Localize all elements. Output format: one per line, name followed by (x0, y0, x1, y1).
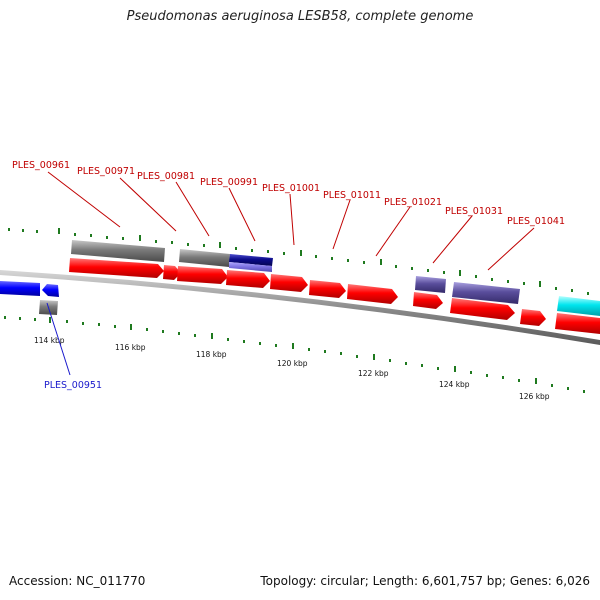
leader-line (47, 171, 121, 228)
accession-text: Accession: NC_011770 (9, 574, 146, 588)
forward-cds[interactable] (520, 309, 546, 326)
lavender-feature[interactable] (229, 262, 272, 272)
map-title: Pseudomonas aeruginosa LESB58, complete … (126, 9, 474, 24)
reverse-cds-arrows (0, 281, 59, 297)
gene-label[interactable]: PLES_00981 (137, 171, 195, 182)
forward-cds[interactable] (270, 274, 308, 292)
scale-label-120: 120 kbp (277, 359, 308, 368)
slate-feature-2[interactable] (452, 282, 520, 304)
grey-feature-1[interactable] (71, 240, 165, 262)
reverse-cds[interactable] (0, 281, 40, 296)
leader-line (487, 227, 535, 271)
gene-label[interactable]: PLES_00991 (200, 177, 258, 188)
slate-feature-1[interactable] (415, 276, 446, 293)
genome-backbone (0, 270, 600, 345)
scale-label-114: 114 kbp (34, 336, 65, 345)
scale-label-122: 122 kbp (358, 369, 389, 378)
leader-line (175, 181, 210, 237)
leader-line (289, 193, 295, 246)
gene-leader-lines (46, 171, 535, 376)
forward-cds[interactable] (309, 280, 346, 298)
grey-feature-2[interactable] (179, 249, 230, 267)
navy-feature[interactable] (229, 254, 273, 266)
forward-cds[interactable] (177, 266, 228, 284)
feature-bars (39, 240, 520, 315)
gene-label[interactable]: PLES_00961 (12, 160, 70, 171)
leader-line (46, 302, 71, 376)
forward-cds[interactable] (69, 258, 164, 278)
scale-label-118: 118 kbp (196, 350, 227, 359)
forward-cds[interactable] (163, 265, 181, 280)
scale-labels: 114 kbp 116 kbp 118 kbp 120 kbp 122 kbp … (34, 336, 550, 401)
leader-line (228, 187, 256, 242)
gene-label[interactable]: PLES_00971 (77, 166, 135, 177)
gene-label[interactable]: PLES_01041 (507, 216, 565, 227)
gene-labels: PLES_00951 PLES_00961 PLES_00971 PLES_00… (12, 160, 565, 391)
reverse-cds[interactable] (42, 284, 59, 297)
forward-cds[interactable] (226, 270, 270, 288)
forward-cds-arrows (69, 258, 600, 334)
gene-label[interactable]: PLES_01011 (323, 190, 381, 201)
scale-label-126: 126 kbp (519, 392, 550, 401)
forward-cds[interactable] (450, 298, 515, 320)
gene-label[interactable]: PLES_01021 (384, 197, 442, 208)
gene-label[interactable]: PLES_01001 (262, 183, 320, 194)
inner-tick-ring (4, 316, 585, 393)
scale-label-116: 116 kbp (115, 343, 146, 352)
forward-cds[interactable] (347, 284, 398, 304)
leader-line (332, 199, 351, 250)
gene-label[interactable]: PLES_00951 (44, 380, 102, 391)
leader-line (119, 177, 177, 232)
gene-label[interactable]: PLES_01031 (445, 206, 503, 217)
forward-cds[interactable] (555, 313, 600, 334)
outer-tick-ring (8, 228, 589, 295)
scale-label-124: 124 kbp (439, 380, 470, 389)
cyan-feature[interactable] (557, 296, 600, 316)
forward-cds[interactable] (413, 292, 443, 309)
genome-summary-text: Topology: circular; Length: 6,601,757 bp… (260, 574, 590, 588)
leader-line (375, 206, 411, 257)
leader-line (432, 215, 473, 264)
